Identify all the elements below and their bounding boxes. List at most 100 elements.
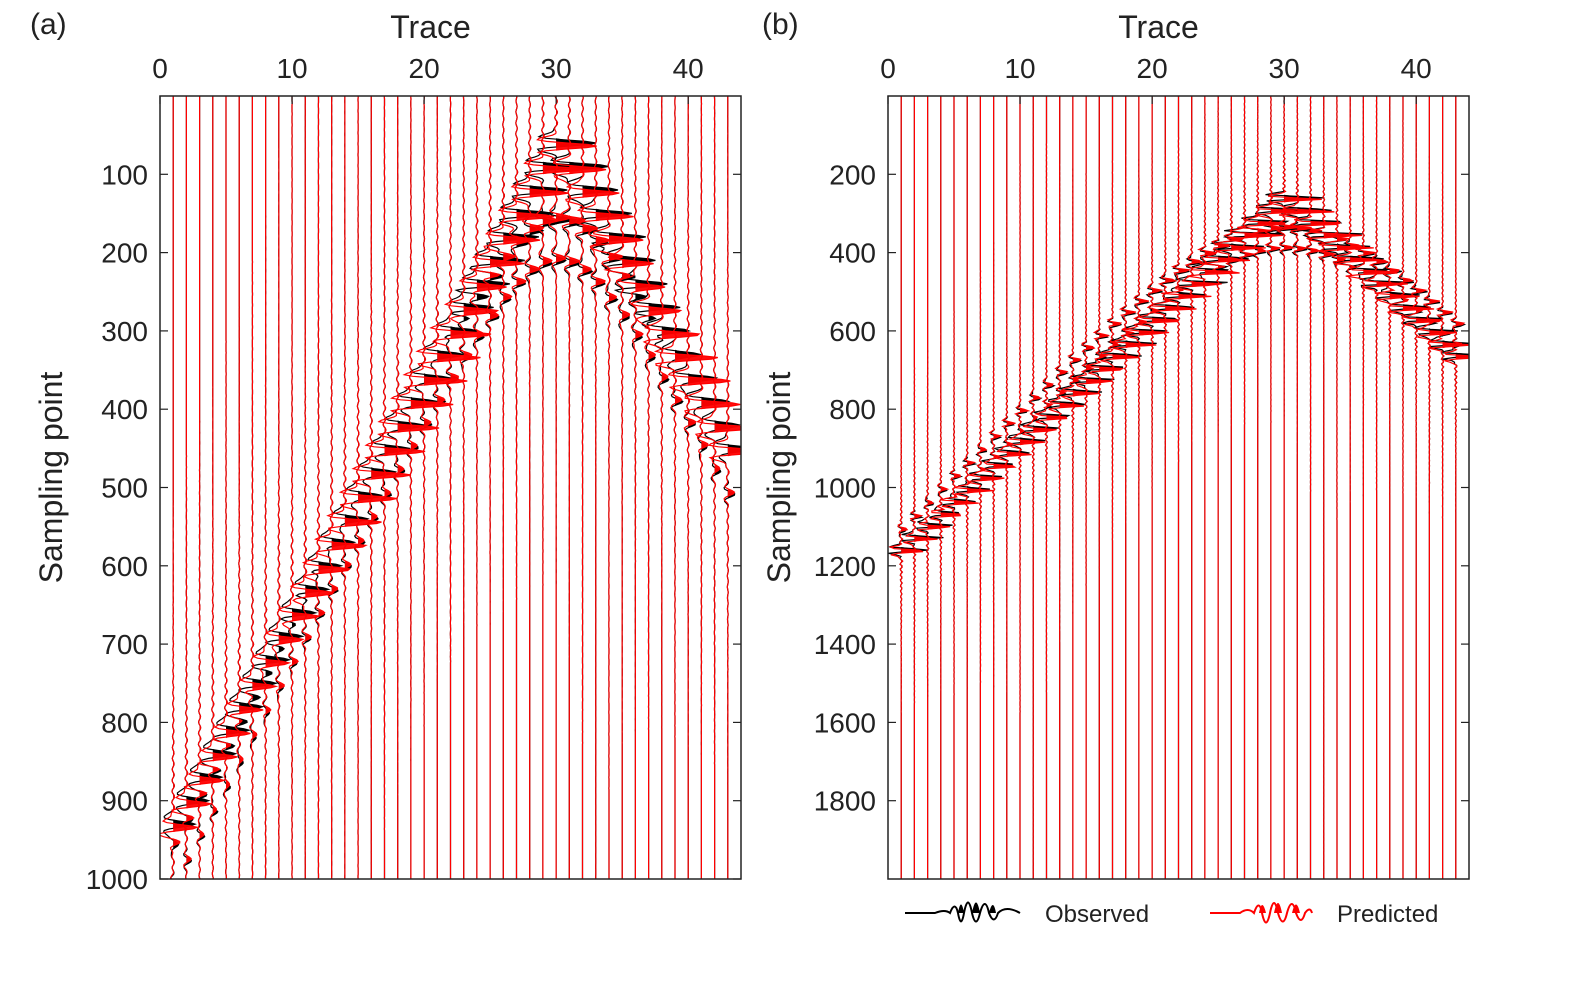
- predicted-trace-37: [1361, 96, 1408, 879]
- predicted-trace-8: [252, 96, 292, 879]
- y-tick-label: 600: [101, 551, 148, 582]
- predicted-trace-4: [929, 96, 962, 879]
- y-axis-title: Sampling point: [761, 372, 797, 584]
- predicted-trace-21: [415, 96, 481, 879]
- predicted-trace-17: [1100, 96, 1140, 879]
- predicted-trace-25: [470, 96, 525, 879]
- predicted-trace-41: [684, 96, 741, 879]
- predicted-trace-1: [160, 96, 200, 879]
- wiggle-traces: [160, 96, 741, 879]
- y-tick-label: 400: [101, 394, 148, 425]
- predicted-trace-9: [264, 96, 305, 879]
- y-tick-label: 1000: [86, 864, 148, 895]
- predicted-trace-1: [888, 96, 924, 879]
- y-tick-label: 200: [101, 238, 148, 269]
- predicted-trace-37: [630, 96, 683, 879]
- x-tick-label: 0: [152, 53, 168, 84]
- predicted-trace-11: [1021, 96, 1057, 879]
- predicted-trace-38: [1374, 96, 1420, 879]
- predicted-trace-10: [277, 96, 320, 879]
- predicted-trace-17: [364, 96, 426, 879]
- panel-a: 0 10 20 30 40 100 200 300 400 500 600 700 800 900 1000…: [30, 8, 742, 895]
- x-tick-label: 30: [541, 53, 572, 84]
- predicted-trace-18: [377, 96, 440, 879]
- predicted-trace-9: [994, 96, 1032, 879]
- predicted-trace-40: [1401, 96, 1444, 879]
- predicted-trace-35: [1334, 96, 1381, 879]
- legend-observed-fill: [958, 902, 996, 913]
- y-tick-label: 1000: [814, 473, 876, 504]
- predicted-trace-31: [1278, 96, 1335, 879]
- predicted-trace-28: [510, 96, 569, 879]
- legend-observed-wiggle: [905, 901, 1021, 923]
- predicted-trace-29: [523, 96, 583, 879]
- predicted-trace-19: [1123, 96, 1170, 879]
- predicted-trace-12: [1034, 96, 1068, 879]
- x-tick-label: 10: [276, 53, 307, 84]
- predicted-trace-32: [565, 96, 620, 879]
- predicted-trace-14: [326, 96, 382, 879]
- predicted-trace-26: [483, 96, 541, 879]
- predicted-trace-16: [351, 96, 412, 879]
- legend-predicted-fill: [1259, 903, 1300, 913]
- predicted-trace-27: [497, 96, 555, 879]
- predicted-trace-15: [338, 96, 397, 879]
- y-tick-label: 1600: [814, 707, 876, 738]
- predicted-trace-13: [1048, 96, 1084, 879]
- predicted-trace-20: [1137, 96, 1179, 879]
- predicted-trace-19: [389, 96, 454, 879]
- predicted-trace-33: [576, 96, 634, 879]
- x-axis-title: Trace: [390, 9, 471, 45]
- predicted-trace-15: [1072, 96, 1113, 879]
- predicted-trace-23: [1175, 96, 1222, 879]
- x-tick-label: 40: [1401, 53, 1432, 84]
- predicted-trace-22: [429, 96, 492, 879]
- predicted-trace-7: [968, 96, 1005, 879]
- predicted-trace-6: [226, 96, 264, 879]
- predicted-trace-35: [603, 96, 654, 879]
- wiggle-traces: [888, 96, 1469, 879]
- predicted-trace-34: [590, 96, 644, 879]
- predicted-trace-13: [313, 96, 368, 879]
- predicted-trace-12: [301, 96, 352, 879]
- predicted-trace-32: [1291, 96, 1341, 879]
- predicted-trace-39: [1387, 96, 1435, 879]
- predicted-trace-33: [1305, 96, 1363, 879]
- panel-b: 0 10 20 30 40 200 400 600 800 1000 1200 1400 1600 180…: [761, 8, 1470, 880]
- predicted-trace-40: [667, 96, 731, 879]
- legend-predicted-label: Predicted: [1337, 901, 1438, 928]
- predicted-trace-6: [954, 96, 994, 879]
- predicted-trace-10: [1006, 96, 1046, 879]
- predicted-trace-22: [1161, 96, 1212, 879]
- predicted-trace-3: [917, 96, 951, 879]
- panel-label: (a): [30, 8, 67, 41]
- y-tick-label: 1400: [814, 629, 876, 660]
- x-axis-title: Trace: [1118, 9, 1199, 45]
- legend-observed-label: Observed: [1045, 901, 1149, 928]
- y-axis-title: Sampling point: [33, 372, 69, 584]
- predicted-trace-29: [1254, 96, 1306, 879]
- y-tick-label: 900: [101, 786, 148, 817]
- predicted-trace-2: [171, 96, 214, 879]
- y-tick-label: 600: [829, 316, 876, 347]
- predicted-trace-31: [553, 96, 607, 879]
- y-tick-label: 100: [101, 159, 148, 190]
- x-tick-label: 40: [673, 53, 704, 84]
- predicted-trace-36: [617, 96, 666, 879]
- predicted-trace-34: [1318, 96, 1374, 879]
- x-tick-label: 10: [1004, 53, 1035, 84]
- predicted-trace-25: [1199, 96, 1251, 879]
- y-tick-label: 400: [829, 238, 876, 269]
- predicted-trace-23: [443, 96, 500, 879]
- predicted-trace-36: [1345, 96, 1398, 879]
- predicted-trace-43: [707, 96, 741, 879]
- x-tick-label: 20: [409, 53, 440, 84]
- predicted-trace-2: [903, 96, 938, 879]
- y-tick-label: 700: [101, 629, 148, 660]
- x-tick-label: 30: [1269, 53, 1300, 84]
- y-tick-label: 800: [101, 707, 148, 738]
- predicted-trace-24: [458, 96, 507, 879]
- predicted-trace-5: [211, 96, 251, 879]
- y-tick-label: 200: [829, 159, 876, 190]
